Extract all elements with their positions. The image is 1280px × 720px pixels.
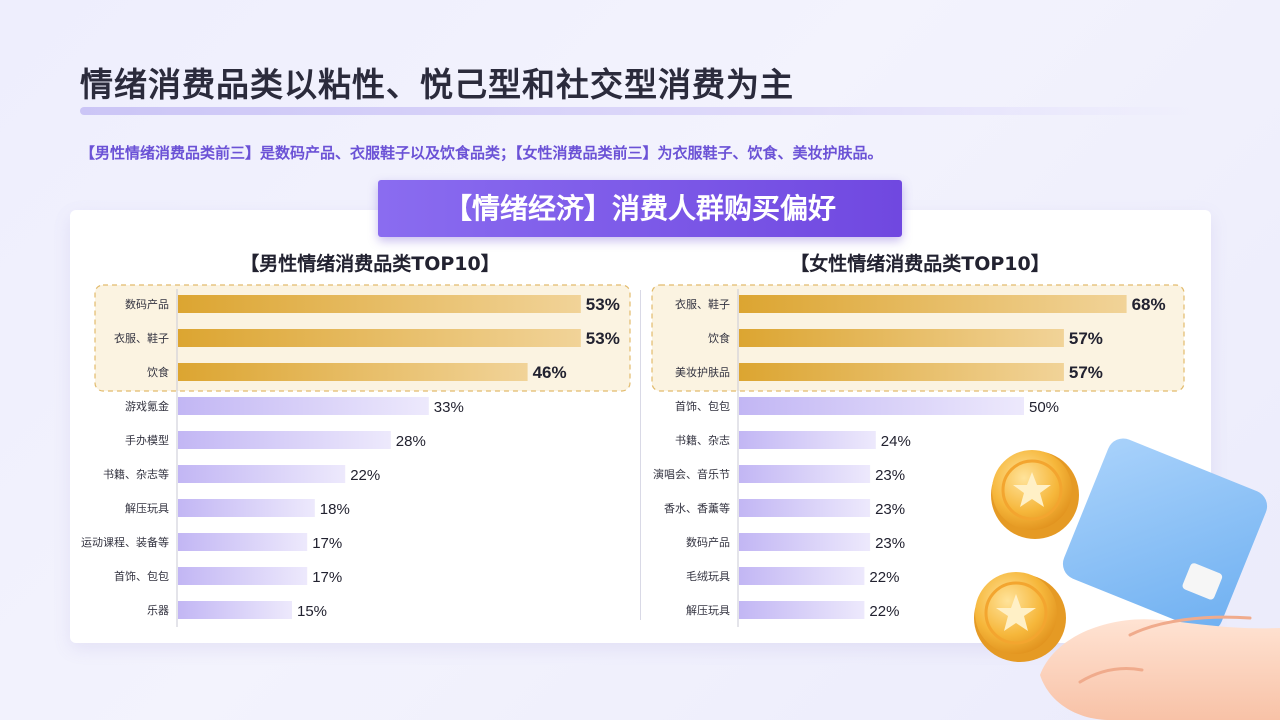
category-label: 美妆护肤品 [675,365,730,379]
value-label: 15% [297,603,327,620]
credit-card-icon [1062,438,1268,632]
title-underline [80,107,1200,115]
category-label: 解压玩具 [125,501,169,515]
category-label: 解压玩具 [686,603,730,617]
value-label: 22% [350,467,380,484]
bar [739,533,871,551]
category-label: 数码产品 [125,297,169,311]
bar-top3 [178,329,581,347]
page-subtitle: 【男性情绪消费品类前三】是数码产品、衣服鞋子以及饮食品类；【女性消费品类前三】为… [80,144,883,162]
category-label: 首饰、包包 [114,569,169,583]
page-title: 情绪消费品类以粘性、悦己型和社交型消费为主 [80,65,794,104]
value-label: 22% [869,569,899,586]
value-label: 17% [312,569,342,586]
bar [739,397,1024,415]
chart-banner: 【情绪经济】消费人群购买偏好 [378,180,902,237]
bar [739,431,876,449]
category-label: 饮食 [708,331,730,345]
category-label: 数码产品 [686,535,730,549]
female-chart-title: 【女性情绪消费品类TOP10】 [790,253,1050,275]
category-label: 饮食 [147,365,169,379]
category-label: 演唱会、音乐节 [653,467,730,481]
bar [739,601,865,619]
bar-top3 [178,295,581,313]
coin-icon [974,572,1066,662]
coin-icon [991,450,1079,539]
value-label: 68% [1132,295,1166,314]
value-label: 23% [875,535,905,552]
value-label: 57% [1069,329,1103,348]
category-label: 游戏氪金 [125,399,169,413]
bar [739,499,871,517]
hand-card-coins-illustration [974,438,1280,720]
category-label: 书籍、杂志等 [103,467,169,481]
value-label: 24% [881,433,911,450]
value-label: 28% [396,433,426,450]
category-label: 首饰、包包 [675,399,730,413]
value-label: 57% [1069,363,1103,382]
bar [178,431,391,449]
category-label: 乐器 [147,604,169,617]
value-label: 22% [869,603,899,620]
value-label: 46% [533,363,567,382]
bar-top3 [739,295,1127,313]
bar [178,499,315,517]
category-label: 香水、香薰等 [664,501,730,515]
bar [178,465,346,483]
male-bar-chart: 数码产品 53% 衣服、鞋子 53% 饮食 46% 游戏氪金 33% 手办模型 28% 书籍、杂志等… [81,284,631,627]
chart-divider [640,290,641,620]
bar [178,601,292,619]
bar-top3 [739,363,1064,381]
bar [739,465,871,483]
value-label: 33% [434,399,464,416]
category-label: 书籍、杂志 [675,433,730,447]
value-label: 18% [320,501,350,518]
value-label: 23% [875,501,905,518]
category-label: 运动课程、装备等 [81,535,169,549]
female-bar-chart: 衣服、鞋子 68% 饮食 57% 美妆护肤品 57% 首饰、包包 50% 书籍、杂志 24% 演唱会… [651,284,1185,627]
value-label: 50% [1029,399,1059,416]
category-label: 手办模型 [125,433,169,447]
bar [739,567,865,585]
value-label: 53% [586,329,620,348]
bar [178,533,308,551]
hand-icon [1040,615,1280,720]
bar [178,397,429,415]
category-label: 衣服、鞋子 [675,297,730,311]
category-label: 衣服、鞋子 [114,331,169,345]
value-label: 23% [875,467,905,484]
value-label: 17% [312,535,342,552]
value-label: 53% [586,295,620,314]
bar-top3 [739,329,1064,347]
bar-top3 [178,363,528,381]
bar [178,567,308,585]
male-chart-title: 【男性情绪消费品类TOP10】 [240,253,500,275]
category-label: 毛绒玩具 [686,570,730,583]
